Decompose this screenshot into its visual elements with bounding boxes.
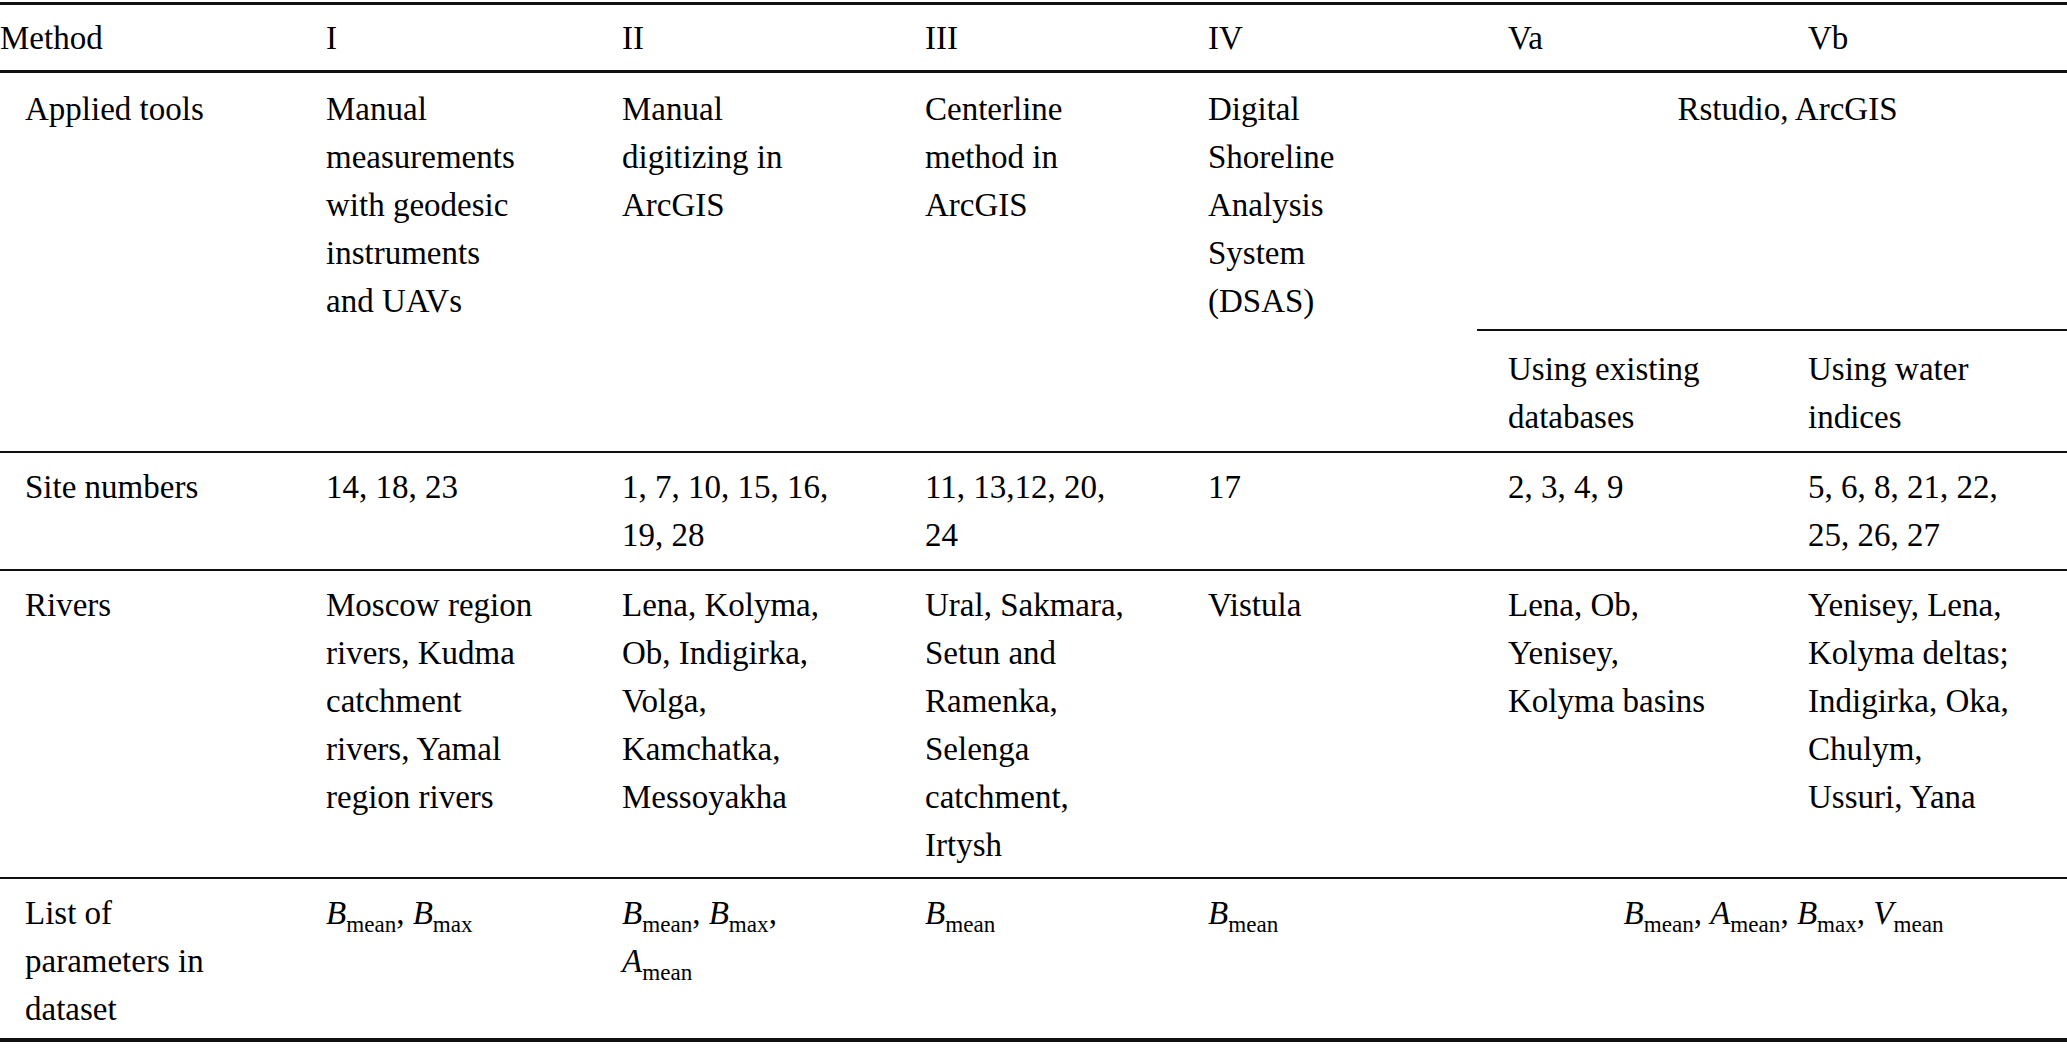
row-label-applied-tools: Applied tools	[0, 73, 326, 133]
paper-table-page: Method I II III IV Va Vb Applied tools M…	[0, 0, 2067, 1053]
cell-site-numbers-ii: 1, 7, 10, 15, 16, 19, 28	[622, 453, 925, 559]
row-site-numbers: Site numbers 14, 18, 23 1, 7, 10, 15, 16…	[0, 452, 2067, 570]
column-header-i: I	[326, 4, 622, 72]
subheader-vb: Using water indices	[1808, 331, 2067, 441]
cell-applied-tools-i: Manual measurements with geodesic instru…	[326, 73, 622, 325]
cell-rivers-iv: Vistula	[1208, 571, 1508, 629]
subheader-va: Using existing databases	[1508, 331, 1808, 441]
cell-parameters-iv: Bmean	[1208, 879, 1508, 937]
table-header-row: Method I II III IV Va Vb	[0, 4, 2067, 72]
cell-rivers-i: Moscow region rivers, Kudma catchment ri…	[326, 571, 622, 821]
methods-table: Method I II III IV Va Vb Applied tools M…	[0, 2, 2067, 1042]
cell-rivers-ii: Lena, Kolyma, Ob, Indigirka, Volga, Kamc…	[622, 571, 925, 821]
cell-applied-tools-ii: Manual digitizing in ArcGIS	[622, 73, 925, 229]
cell-applied-tools-v-text: Rstudio, ArcGIS	[1508, 73, 2067, 329]
cell-site-numbers-iii: 11, 13,12, 20, 24	[925, 453, 1208, 559]
column-header-va: Va	[1508, 4, 1808, 72]
cell-site-numbers-va: 2, 3, 4, 9	[1508, 453, 1808, 511]
row-parameters: List of parameters in dataset Bmean, Bma…	[0, 878, 2067, 1040]
row-label-parameters: List of parameters in dataset	[0, 879, 326, 1033]
cell-site-numbers-vb: 5, 6, 8, 21, 22, 25, 26, 27	[1808, 453, 2067, 559]
cell-parameters-iii: Bmean	[925, 879, 1208, 937]
cell-rivers-va: Lena, Ob, Yenisey, Kolyma basins	[1508, 571, 1808, 725]
row-applied-tools: Applied tools Manual measurements with g…	[0, 72, 2067, 452]
column-header-vb: Vb	[1808, 4, 2067, 72]
column-header-iv: IV	[1208, 4, 1508, 72]
row-rivers: Rivers Moscow region rivers, Kudma catch…	[0, 570, 2067, 878]
column-header-ii: II	[622, 4, 925, 72]
cell-applied-tools-iii: Centerline method in ArcGIS	[925, 73, 1208, 229]
cell-parameters-i: Bmean, Bmax	[326, 879, 622, 937]
row-label-rivers: Rivers	[0, 571, 326, 629]
cell-rivers-iii: Ural, Sakmara, Setun and Ramenka, Seleng…	[925, 571, 1208, 869]
column-header-method: Method	[0, 4, 326, 72]
row-label-site-numbers: Site numbers	[0, 453, 326, 511]
cell-applied-tools-v-combined: Rstudio, ArcGIS Using existing databases…	[1508, 72, 2067, 452]
cell-rivers-vb: Yenisey, Lena, Kolyma deltas; Indigirka,…	[1808, 571, 2067, 821]
cell-applied-tools-iv: Digital Shoreline Analysis System (DSAS)	[1208, 73, 1508, 325]
cell-site-numbers-iv: 17	[1208, 453, 1508, 511]
cell-site-numbers-i: 14, 18, 23	[326, 453, 622, 511]
cell-parameters-ii: Bmean, Bmax,Amean	[622, 879, 925, 985]
cell-parameters-v-combined: Bmean, Amean, Bmax, Vmean	[1508, 879, 2067, 937]
column-header-iii: III	[925, 4, 1208, 72]
